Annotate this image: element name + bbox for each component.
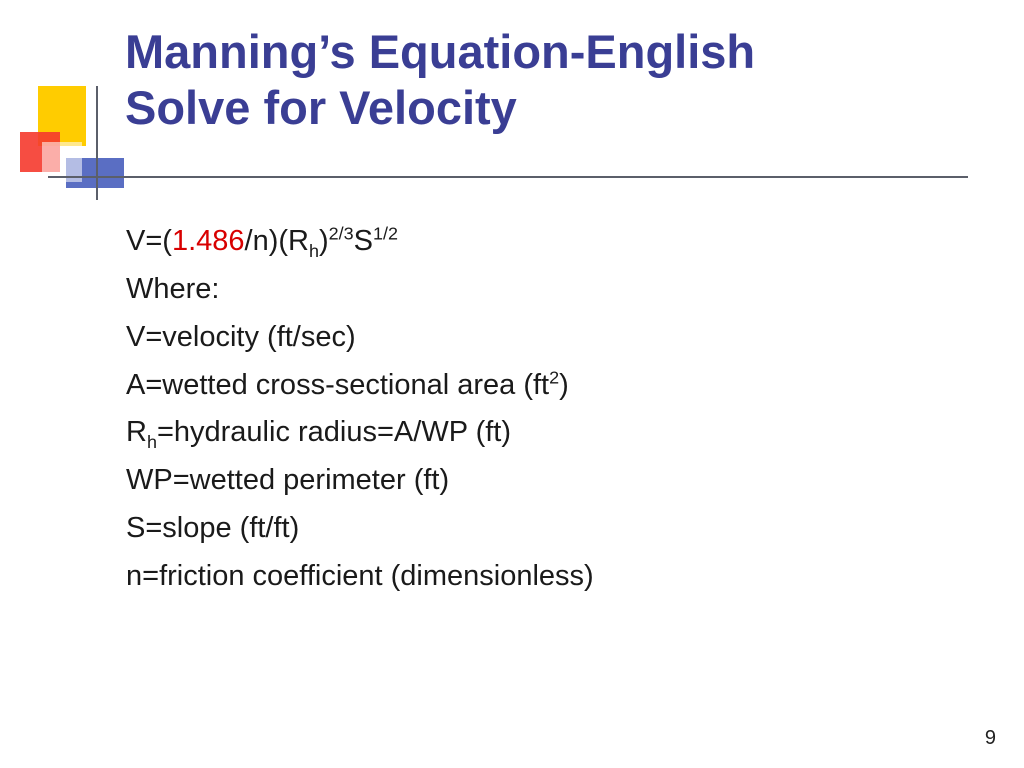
eq-s: S (354, 225, 373, 257)
def-r-rest: =hydraulic radius=A/WP (ft) (157, 416, 511, 448)
eq-prefix: V=( (126, 225, 172, 257)
eq-coefficient: 1.486 (172, 225, 245, 257)
page-number: 9 (985, 727, 996, 750)
def-a-suffix: ) (559, 369, 569, 401)
def-s: S=slope (ft/ft) (126, 505, 946, 553)
eq-exp1: 2/3 (329, 223, 354, 243)
def-v: V=velocity (ft/sec) (126, 314, 946, 362)
eq-after-coef: /n)(R (245, 225, 309, 257)
def-r-prefix: R (126, 416, 147, 448)
def-a-exp: 2 (549, 367, 559, 387)
decor-vertical-line (96, 86, 98, 200)
def-n: n=friction coefficient (dimensionless) (126, 553, 946, 601)
slide: Manning’s Equation-English Solve for Vel… (0, 0, 1024, 768)
eq-after-r: ) (319, 225, 329, 257)
equation-line: V=(1.486/n)(Rh)2/3S1/2 (126, 218, 946, 266)
def-a-prefix: A=wetted cross-sectional area (ft (126, 369, 549, 401)
def-r-sub: h (147, 432, 157, 452)
def-a: A=wetted cross-sectional area (ft2) (126, 362, 946, 410)
eq-r-sub: h (309, 241, 319, 261)
where-label: Where: (126, 266, 946, 314)
title-underline (48, 176, 968, 178)
def-wp: WP=wetted perimeter (ft) (126, 457, 946, 505)
title-line-2: Solve for Velocity (125, 81, 517, 134)
title-line-1: Manning’s Equation-English (125, 25, 755, 78)
slide-body: V=(1.486/n)(Rh)2/3S1/2 Where: V=velocity… (126, 218, 946, 601)
def-r: Rh=hydraulic radius=A/WP (ft) (126, 409, 946, 457)
slide-title: Manning’s Equation-English Solve for Vel… (125, 24, 945, 137)
eq-exp2: 1/2 (373, 223, 398, 243)
